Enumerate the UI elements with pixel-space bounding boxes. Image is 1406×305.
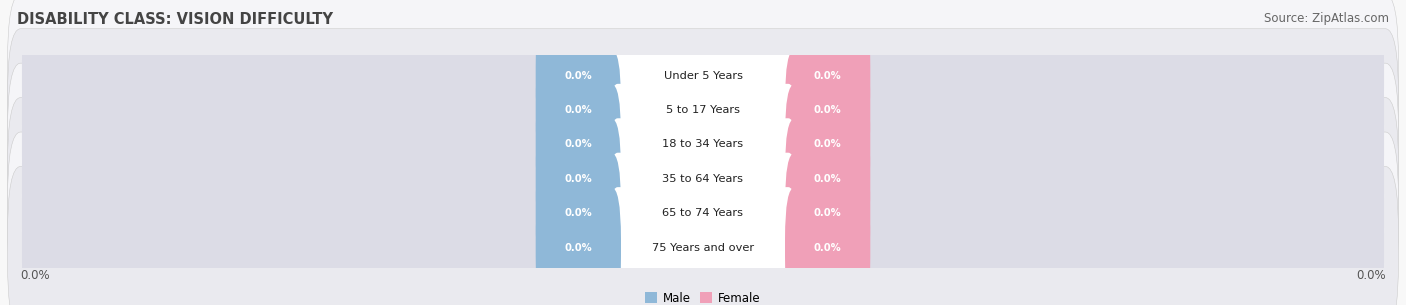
FancyBboxPatch shape bbox=[607, 153, 799, 274]
FancyBboxPatch shape bbox=[785, 187, 870, 305]
FancyBboxPatch shape bbox=[536, 49, 621, 170]
FancyBboxPatch shape bbox=[785, 118, 870, 239]
Text: DISABILITY CLASS: VISION DIFFICULTY: DISABILITY CLASS: VISION DIFFICULTY bbox=[17, 12, 333, 27]
FancyBboxPatch shape bbox=[607, 15, 799, 136]
FancyBboxPatch shape bbox=[607, 187, 799, 305]
Text: 0.0%: 0.0% bbox=[814, 243, 842, 253]
FancyBboxPatch shape bbox=[607, 84, 799, 205]
Text: Under 5 Years: Under 5 Years bbox=[664, 70, 742, 81]
FancyBboxPatch shape bbox=[536, 84, 621, 205]
Text: 35 to 64 Years: 35 to 64 Years bbox=[662, 174, 744, 184]
Text: 5 to 17 Years: 5 to 17 Years bbox=[666, 105, 740, 115]
FancyBboxPatch shape bbox=[7, 132, 1399, 295]
Legend: Male, Female: Male, Female bbox=[641, 287, 765, 305]
FancyBboxPatch shape bbox=[785, 49, 870, 170]
FancyBboxPatch shape bbox=[536, 153, 621, 274]
FancyBboxPatch shape bbox=[785, 153, 870, 274]
Text: Source: ZipAtlas.com: Source: ZipAtlas.com bbox=[1264, 12, 1389, 25]
Text: 0.0%: 0.0% bbox=[564, 139, 592, 149]
FancyBboxPatch shape bbox=[22, 175, 1384, 305]
FancyBboxPatch shape bbox=[22, 72, 1384, 217]
Text: 0.0%: 0.0% bbox=[814, 105, 842, 115]
FancyBboxPatch shape bbox=[22, 141, 1384, 285]
FancyBboxPatch shape bbox=[7, 0, 1399, 157]
Text: 0.0%: 0.0% bbox=[814, 208, 842, 218]
Text: 0.0%: 0.0% bbox=[1355, 269, 1385, 282]
FancyBboxPatch shape bbox=[22, 106, 1384, 251]
Text: 0.0%: 0.0% bbox=[564, 208, 592, 218]
FancyBboxPatch shape bbox=[607, 49, 799, 170]
Text: 18 to 34 Years: 18 to 34 Years bbox=[662, 139, 744, 149]
FancyBboxPatch shape bbox=[536, 187, 621, 305]
FancyBboxPatch shape bbox=[536, 15, 621, 136]
FancyBboxPatch shape bbox=[536, 118, 621, 239]
FancyBboxPatch shape bbox=[785, 15, 870, 136]
Text: 75 Years and over: 75 Years and over bbox=[652, 243, 754, 253]
FancyBboxPatch shape bbox=[7, 167, 1399, 305]
Text: 65 to 74 Years: 65 to 74 Years bbox=[662, 208, 744, 218]
FancyBboxPatch shape bbox=[22, 38, 1384, 182]
Text: 0.0%: 0.0% bbox=[814, 139, 842, 149]
FancyBboxPatch shape bbox=[7, 63, 1399, 226]
Text: 0.0%: 0.0% bbox=[814, 174, 842, 184]
Text: 0.0%: 0.0% bbox=[21, 269, 51, 282]
FancyBboxPatch shape bbox=[7, 98, 1399, 260]
FancyBboxPatch shape bbox=[22, 3, 1384, 148]
FancyBboxPatch shape bbox=[785, 84, 870, 205]
FancyBboxPatch shape bbox=[7, 29, 1399, 191]
Text: 0.0%: 0.0% bbox=[564, 105, 592, 115]
Text: 0.0%: 0.0% bbox=[564, 70, 592, 81]
Text: 0.0%: 0.0% bbox=[564, 243, 592, 253]
FancyBboxPatch shape bbox=[607, 118, 799, 239]
Text: 0.0%: 0.0% bbox=[564, 174, 592, 184]
Text: 0.0%: 0.0% bbox=[814, 70, 842, 81]
